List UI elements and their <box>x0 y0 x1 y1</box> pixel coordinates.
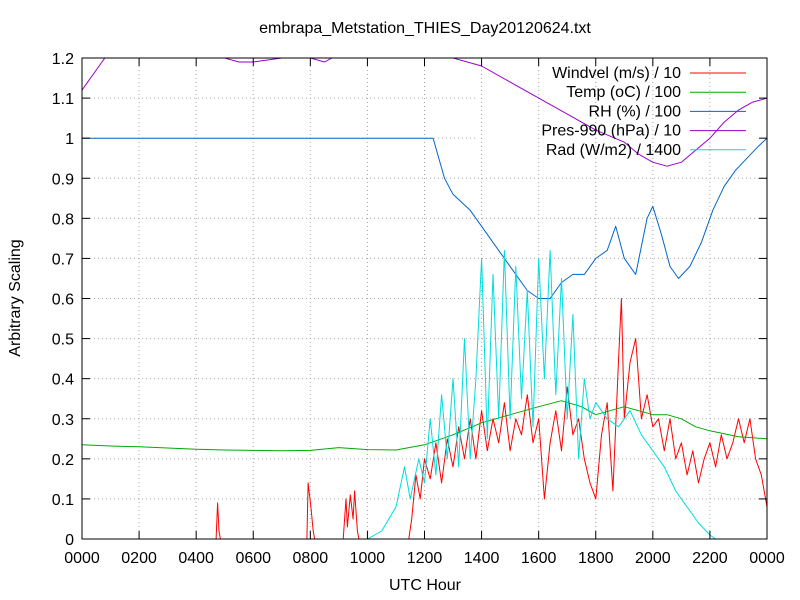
x-tick-label: 0000 <box>64 550 100 567</box>
x-tick-label: 1800 <box>578 550 614 567</box>
grid <box>82 58 767 539</box>
y-tick-label: 0.5 <box>52 332 74 349</box>
series-line-0 <box>82 298 767 539</box>
y-tick-label: 0.9 <box>52 171 74 188</box>
x-tick-label: 0800 <box>293 550 329 567</box>
x-tick-label: 0000 <box>749 550 785 567</box>
x-tick-label: 1000 <box>350 550 386 567</box>
legend-label-0: Windvel (m/s) / 10 <box>552 65 681 82</box>
legend-label-2: RH (%) / 100 <box>589 103 682 120</box>
legend: Windvel (m/s) / 10 Temp (oC) / 100 RH (%) … <box>541 65 746 159</box>
series-line-3 <box>82 58 767 167</box>
x-tick-label: 1400 <box>464 550 500 567</box>
y-tick-label: 0.6 <box>52 292 74 309</box>
y-tick-label: 0.7 <box>52 251 74 268</box>
x-tick-label: 2200 <box>692 550 728 567</box>
series-line-4 <box>82 249 767 539</box>
y-tick-label: 1.1 <box>52 91 74 108</box>
legend-label-1: Temp (oC) / 100 <box>566 84 681 101</box>
y-tick-label: 1.2 <box>52 51 74 68</box>
y-tick-label: 1 <box>65 131 74 148</box>
x-tick-label: 2000 <box>635 550 671 567</box>
legend-label-4: Rad (W/m2) / 1400 <box>546 142 681 159</box>
y-tick-label: 0 <box>65 532 74 549</box>
y-tick-label: 0.2 <box>52 452 74 469</box>
x-tick-label: 0600 <box>235 550 271 567</box>
series-lines <box>82 58 767 539</box>
y-tick-label: 0.4 <box>52 372 74 389</box>
axis-ticks: 0 0.1 0.2 0.3 0.4 0.5 0.6 0.7 0.8 0.9 1 1.1 1.2 0000 0… <box>52 51 785 567</box>
y-tick-label: 0.1 <box>52 492 74 509</box>
x-axis-label: UTC Hour <box>389 577 462 594</box>
y-tick-label: 0.3 <box>52 412 74 429</box>
legend-label-3: Pres-990 (hPa) / 10 <box>541 123 681 140</box>
x-tick-label: 1200 <box>407 550 443 567</box>
x-tick-label: 0400 <box>178 550 214 567</box>
x-tick-label: 1600 <box>521 550 557 567</box>
x-tick-label: 0200 <box>121 550 157 567</box>
y-axis-label: Arbitrary Scaling <box>7 239 24 356</box>
series-line-2 <box>82 137 767 299</box>
series-line-1 <box>82 400 767 452</box>
y-tick-label: 0.8 <box>52 211 74 228</box>
chart-title: embrapa_Metstation_THIES_Day20120624.txt <box>259 20 591 37</box>
